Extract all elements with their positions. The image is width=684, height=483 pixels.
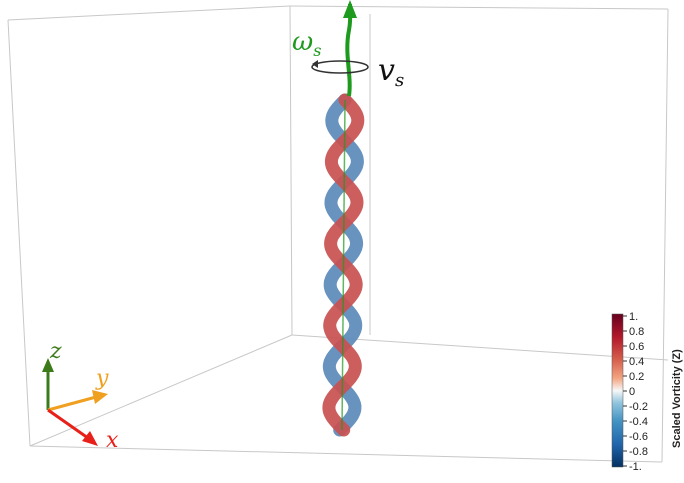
rotation-ellipse: [311, 60, 369, 74]
positive-vorticity-strand: [322, 93, 365, 437]
omega-arrowhead: [343, 0, 357, 18]
colorbar-tick-label: -1.: [629, 461, 642, 473]
colorbar: 1. 0.8 0.6 0.4 0.2 0 -0.2 -0.4 -0.6 -0.8 -1. Scale…: [611, 311, 683, 473]
colorbar-tick-label: 0: [629, 386, 635, 398]
x-axis-label: x: [106, 428, 119, 453]
colorbar-tick-label: 0.2: [629, 371, 644, 383]
z-axis-label: z: [49, 339, 62, 364]
y-axis-label: y: [95, 366, 109, 391]
y-arrowhead: [92, 390, 108, 404]
colorbar-gradient: [611, 313, 624, 468]
z-arrowhead: [42, 358, 54, 372]
colorbar-tick-label: -0.6: [629, 431, 648, 443]
colorbar-title: Scaled Vorticity (Z): [671, 349, 683, 448]
axes-triad: z y x: [42, 339, 119, 453]
colorbar-ticks: 1. 0.8 0.6 0.4 0.2 0 -0.2 -0.4 -0.6 -0.8 -1.: [623, 311, 648, 473]
colorbar-tick-label: -0.8: [629, 446, 648, 458]
colorbar-tick-label: 0.8: [629, 326, 644, 338]
vortex-helix: [322, 93, 365, 437]
colorbar-tick-label: 0.4: [629, 356, 644, 368]
v-label: vs: [378, 53, 404, 91]
colorbar-tick-label: -0.2: [629, 401, 648, 413]
vortex-core-line: [341, 99, 346, 431]
colorbar-tick-label: 1.: [629, 311, 638, 323]
colorbar-tick-label: -0.4: [629, 416, 648, 428]
colorbar-tick-label: 0.6: [629, 341, 644, 353]
x-arrowhead: [82, 431, 98, 446]
omega-label: ωs: [292, 27, 321, 60]
omega-arrow: [343, 0, 357, 97]
